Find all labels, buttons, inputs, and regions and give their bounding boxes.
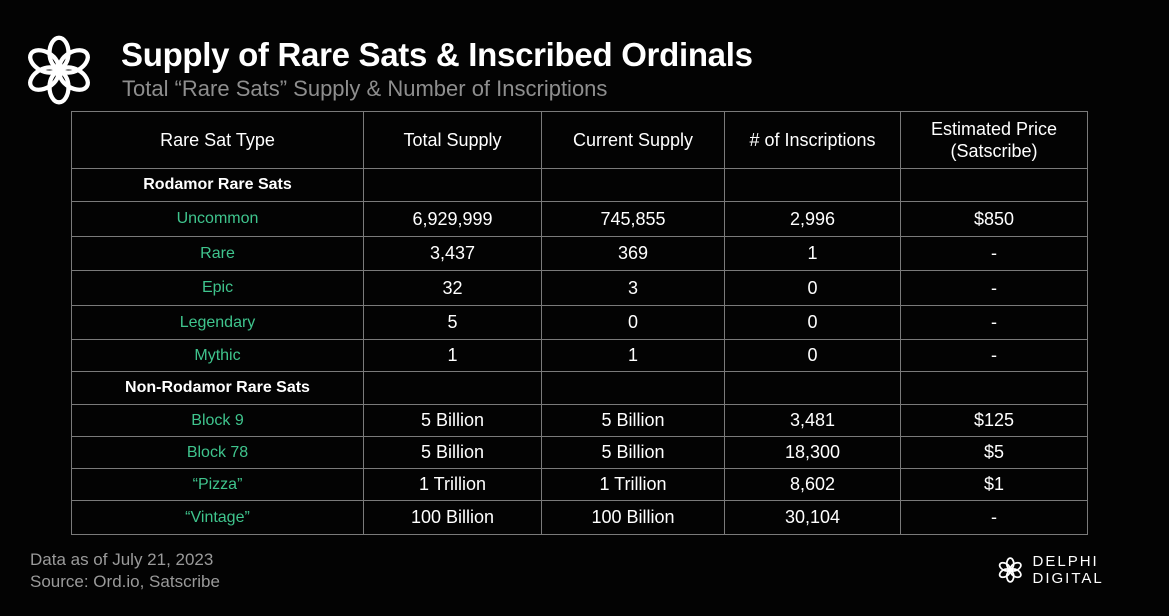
rare-sat-type-cell: Block 9 [71,404,364,437]
rare-sat-type-cell: Legendary [71,305,364,340]
total-supply-cell: 3,437 [363,236,542,271]
current-supply-cell: 369 [541,236,725,271]
inscriptions-cell: 0 [724,305,901,340]
rare-sat-type-cell: Rare [71,236,364,271]
total-supply-cell: 6,929,999 [363,201,542,237]
table-row: “Pizza” 1 Trillion 1 Trillion 8,602 $1 [71,468,1088,501]
estimated-price-cell: - [900,339,1088,372]
brand-mark: DELPHI DIGITAL [996,553,1169,587]
estimated-price-cell: $1 [900,468,1088,501]
current-supply-cell: 5 Billion [541,436,725,469]
table-row: Mythic 1 1 0- [71,339,1088,372]
current-supply-cell: 3 [541,270,725,306]
total-supply-cell: 32 [363,270,542,306]
current-supply-cell [541,371,725,405]
table-row: Block 78 5 Billion 5 Billion 18,300 $5 [71,436,1088,469]
rare-sats-table: Rare Sat Type Total Supply Current Suppl… [71,111,1088,535]
rare-sat-type-cell: Block 78 [71,436,364,469]
column-header: # of Inscriptions [724,111,901,169]
column-header: Rare Sat Type [71,111,364,169]
inscriptions-cell: 8,602 [724,468,901,501]
column-header: Current Supply [541,111,725,169]
rare-sat-type-cell: Mythic [71,339,364,372]
inscriptions-cell [724,371,901,405]
total-supply-cell: 5 [363,305,542,340]
chart-subtitle: Total “Rare Sats” Supply & Number of Ins… [122,76,608,101]
estimated-price-cell: $850 [900,201,1088,237]
inscriptions-cell [724,168,901,202]
total-supply-cell [363,371,542,405]
inscriptions-cell: 3,481 [724,404,901,437]
table-row: Rare 3,437 369 1- [71,236,1088,271]
footer-notes: Data as of July 21, 2023 Source: Ord.io,… [30,549,220,593]
current-supply-cell: 0 [541,305,725,340]
estimated-price-cell [900,371,1088,405]
total-supply-cell: 100 Billion [363,500,542,535]
chart-title: Supply of Rare Sats & Inscribed Ordinals [121,36,753,73]
estimated-price-cell: - [900,270,1088,306]
table-row: Epic 32 3 0- [71,270,1088,306]
inscriptions-cell: 2,996 [724,201,901,237]
estimated-price-cell [900,168,1088,202]
inscriptions-cell: 30,104 [724,500,901,535]
estimated-price-cell: - [900,305,1088,340]
table-body: Rodamor Rare Sats Uncommon 6,929,999 745,85… [71,168,1088,535]
total-supply-cell [363,168,542,202]
data-date-note: Data as of July 21, 2023 [30,550,214,569]
rare-sat-type-cell: Non-Rodamor Rare Sats [71,371,364,405]
inscriptions-cell: 0 [724,270,901,306]
inscriptions-cell: 1 [724,236,901,271]
current-supply-cell: 745,855 [541,201,725,237]
estimated-price-cell: - [900,500,1088,535]
delphi-logo-icon [998,557,1022,583]
rare-sat-type-cell: Epic [71,270,364,306]
column-header: Estimated Price (Satscribe) [900,111,1088,169]
section-row: Rodamor Rare Sats [71,168,1088,202]
estimated-price-cell: - [900,236,1088,271]
rare-sat-type-cell: Rodamor Rare Sats [71,168,364,202]
estimated-price-cell: $5 [900,436,1088,469]
table-row: Legendary 5 0 0- [71,305,1088,340]
table-header-row: Rare Sat Type Total Supply Current Suppl… [71,111,1088,169]
delphi-logo-icon [28,35,90,105]
total-supply-cell: 1 [363,339,542,372]
current-supply-cell: 100 Billion [541,500,725,535]
estimated-price-cell: $125 [900,404,1088,437]
brand-name: DELPHI DIGITAL [1032,553,1104,587]
section-row: Non-Rodamor Rare Sats [71,371,1088,405]
total-supply-cell: 1 Trillion [363,468,542,501]
current-supply-cell: 1 Trillion [541,468,725,501]
table-row: Uncommon 6,929,999 745,855 2,996 $850 [71,201,1088,237]
column-header: Total Supply [363,111,542,169]
inscriptions-cell: 18,300 [724,436,901,469]
current-supply-cell [541,168,725,202]
rare-sat-type-cell: “Vintage” [71,500,364,535]
table-row: “Vintage” 100 Billion 100 Billion 30,104- [71,500,1088,535]
rare-sat-type-cell: “Pizza” [71,468,364,501]
total-supply-cell: 5 Billion [363,404,542,437]
rare-sat-type-cell: Uncommon [71,201,364,237]
current-supply-cell: 5 Billion [541,404,725,437]
inscriptions-cell: 0 [724,339,901,372]
current-supply-cell: 1 [541,339,725,372]
source-note: Source: Ord.io, Satscribe [30,572,220,591]
total-supply-cell: 5 Billion [363,436,542,469]
